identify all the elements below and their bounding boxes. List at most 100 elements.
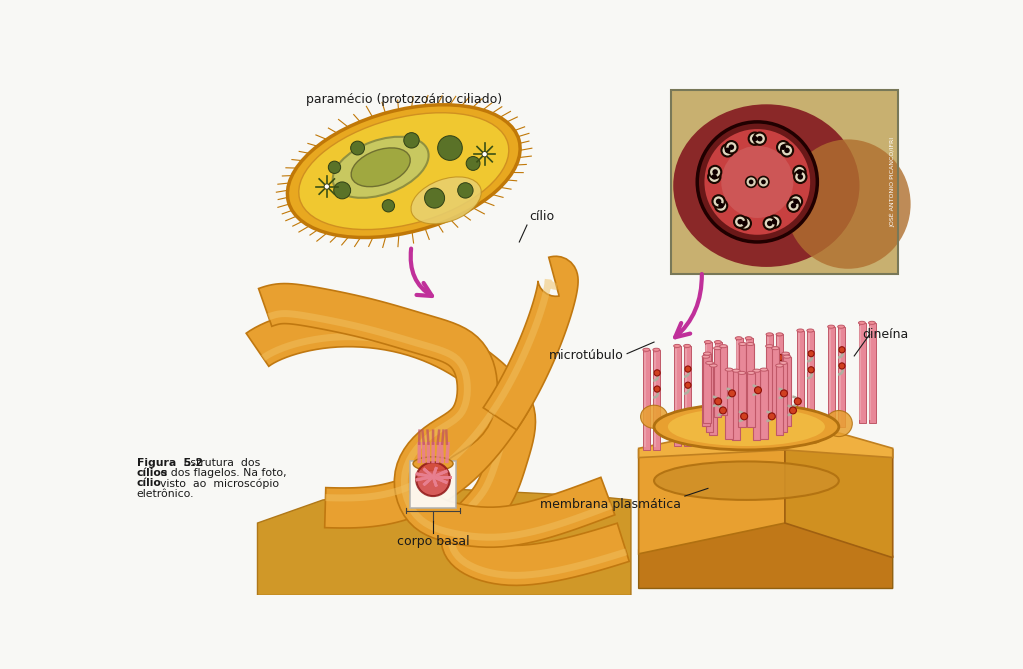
Bar xyxy=(725,369,732,439)
Ellipse shape xyxy=(799,415,826,444)
Ellipse shape xyxy=(780,361,788,365)
Ellipse shape xyxy=(739,343,747,346)
Polygon shape xyxy=(247,306,629,585)
Ellipse shape xyxy=(858,321,865,324)
Circle shape xyxy=(797,169,802,175)
Circle shape xyxy=(768,413,775,420)
Bar xyxy=(710,365,717,435)
Ellipse shape xyxy=(720,418,747,448)
Bar xyxy=(714,348,721,417)
Circle shape xyxy=(728,145,735,150)
Circle shape xyxy=(721,146,793,218)
Circle shape xyxy=(457,183,473,198)
Text: dineína: dineína xyxy=(862,328,908,341)
Ellipse shape xyxy=(706,361,713,365)
Polygon shape xyxy=(259,284,615,547)
Ellipse shape xyxy=(772,418,800,448)
Circle shape xyxy=(725,141,738,153)
Ellipse shape xyxy=(747,343,754,346)
Circle shape xyxy=(798,174,803,179)
Circle shape xyxy=(794,171,806,183)
Circle shape xyxy=(735,215,747,228)
Circle shape xyxy=(741,413,748,420)
Ellipse shape xyxy=(747,371,755,375)
Circle shape xyxy=(757,136,762,141)
Text: corpo basal: corpo basal xyxy=(397,535,470,548)
Ellipse shape xyxy=(783,355,791,358)
Bar xyxy=(705,342,712,442)
Circle shape xyxy=(742,221,748,226)
Polygon shape xyxy=(325,388,509,502)
Circle shape xyxy=(728,390,736,397)
Bar xyxy=(674,346,681,446)
Bar xyxy=(736,339,743,438)
Text: eletrônico.: eletrônico. xyxy=(137,489,194,499)
Circle shape xyxy=(785,148,790,153)
Ellipse shape xyxy=(786,139,910,269)
Circle shape xyxy=(716,199,721,204)
Ellipse shape xyxy=(828,325,835,328)
Bar xyxy=(859,323,865,423)
Ellipse shape xyxy=(702,355,710,358)
Ellipse shape xyxy=(714,347,721,350)
Bar xyxy=(719,346,727,415)
Ellipse shape xyxy=(736,337,743,340)
Ellipse shape xyxy=(640,405,667,428)
Circle shape xyxy=(709,166,721,178)
Circle shape xyxy=(404,132,419,148)
Ellipse shape xyxy=(287,105,520,237)
Circle shape xyxy=(482,151,487,157)
Text: Estrutura  dos: Estrutura dos xyxy=(180,458,261,468)
Circle shape xyxy=(763,217,775,229)
Ellipse shape xyxy=(753,369,760,372)
Bar xyxy=(706,363,713,432)
Ellipse shape xyxy=(807,329,814,332)
Bar xyxy=(753,371,760,440)
Ellipse shape xyxy=(654,462,839,500)
Circle shape xyxy=(351,141,364,155)
Polygon shape xyxy=(261,333,627,579)
Polygon shape xyxy=(258,488,631,595)
Circle shape xyxy=(712,174,717,179)
Bar xyxy=(838,326,845,427)
Circle shape xyxy=(758,177,769,187)
Bar xyxy=(410,462,456,508)
Circle shape xyxy=(708,171,720,183)
Polygon shape xyxy=(267,310,613,541)
Ellipse shape xyxy=(746,337,752,340)
Ellipse shape xyxy=(413,457,453,471)
Circle shape xyxy=(716,378,722,385)
Circle shape xyxy=(781,145,786,150)
Ellipse shape xyxy=(411,177,481,224)
Circle shape xyxy=(777,141,790,153)
Ellipse shape xyxy=(725,368,732,371)
Text: JOSÉ ANTONIO PICANCO/IFRI: JOSÉ ANTONIO PICANCO/IFRI xyxy=(890,137,896,227)
Bar xyxy=(775,365,784,435)
Circle shape xyxy=(333,182,351,199)
Bar xyxy=(807,330,814,431)
Circle shape xyxy=(738,219,743,225)
Circle shape xyxy=(324,184,329,189)
Polygon shape xyxy=(483,256,578,429)
Circle shape xyxy=(747,375,753,381)
Ellipse shape xyxy=(775,364,784,367)
Circle shape xyxy=(767,221,772,226)
Circle shape xyxy=(754,132,766,145)
Ellipse shape xyxy=(760,368,767,371)
Circle shape xyxy=(438,136,462,161)
Bar xyxy=(704,354,711,423)
Bar xyxy=(797,330,804,431)
Circle shape xyxy=(749,179,754,184)
Ellipse shape xyxy=(351,148,410,187)
Text: e dos flagelos. Na foto,: e dos flagelos. Na foto, xyxy=(158,468,287,478)
Circle shape xyxy=(771,219,777,225)
Circle shape xyxy=(725,148,730,153)
Bar xyxy=(732,371,740,440)
Circle shape xyxy=(791,203,796,209)
Circle shape xyxy=(654,370,660,376)
Circle shape xyxy=(416,462,450,496)
Ellipse shape xyxy=(782,352,790,355)
Ellipse shape xyxy=(704,352,711,355)
Ellipse shape xyxy=(771,347,780,350)
Ellipse shape xyxy=(838,325,845,328)
